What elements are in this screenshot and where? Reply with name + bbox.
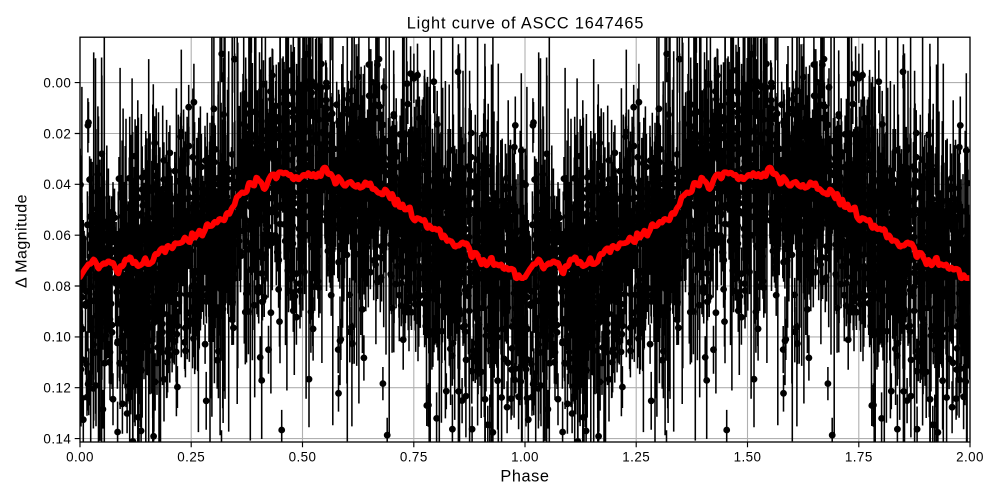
svg-text:0.00: 0.00: [66, 450, 94, 465]
svg-text:0.10: 0.10: [43, 330, 71, 345]
svg-text:Light curve of ASCC 1647465: Light curve of ASCC 1647465: [407, 14, 644, 32]
svg-text:0.02: 0.02: [43, 126, 71, 141]
svg-text:2.00: 2.00: [956, 450, 984, 465]
svg-text:0.50: 0.50: [289, 450, 317, 465]
svg-text:Phase: Phase: [500, 468, 549, 486]
svg-text:0.12: 0.12: [43, 381, 71, 396]
svg-text:0.04: 0.04: [43, 177, 71, 192]
svg-text:0.75: 0.75: [400, 450, 428, 465]
svg-text:Δ Magnitude: Δ Magnitude: [14, 194, 31, 288]
svg-text:1.25: 1.25: [622, 450, 650, 465]
svg-text:0.08: 0.08: [43, 279, 71, 294]
svg-text:0.14: 0.14: [43, 431, 71, 446]
svg-text:1.50: 1.50: [734, 450, 762, 465]
svg-text:0.25: 0.25: [177, 450, 205, 465]
svg-text:0.06: 0.06: [43, 228, 71, 243]
svg-text:1.00: 1.00: [511, 450, 539, 465]
svg-text:0.00: 0.00: [43, 75, 71, 90]
svg-text:1.75: 1.75: [845, 450, 873, 465]
